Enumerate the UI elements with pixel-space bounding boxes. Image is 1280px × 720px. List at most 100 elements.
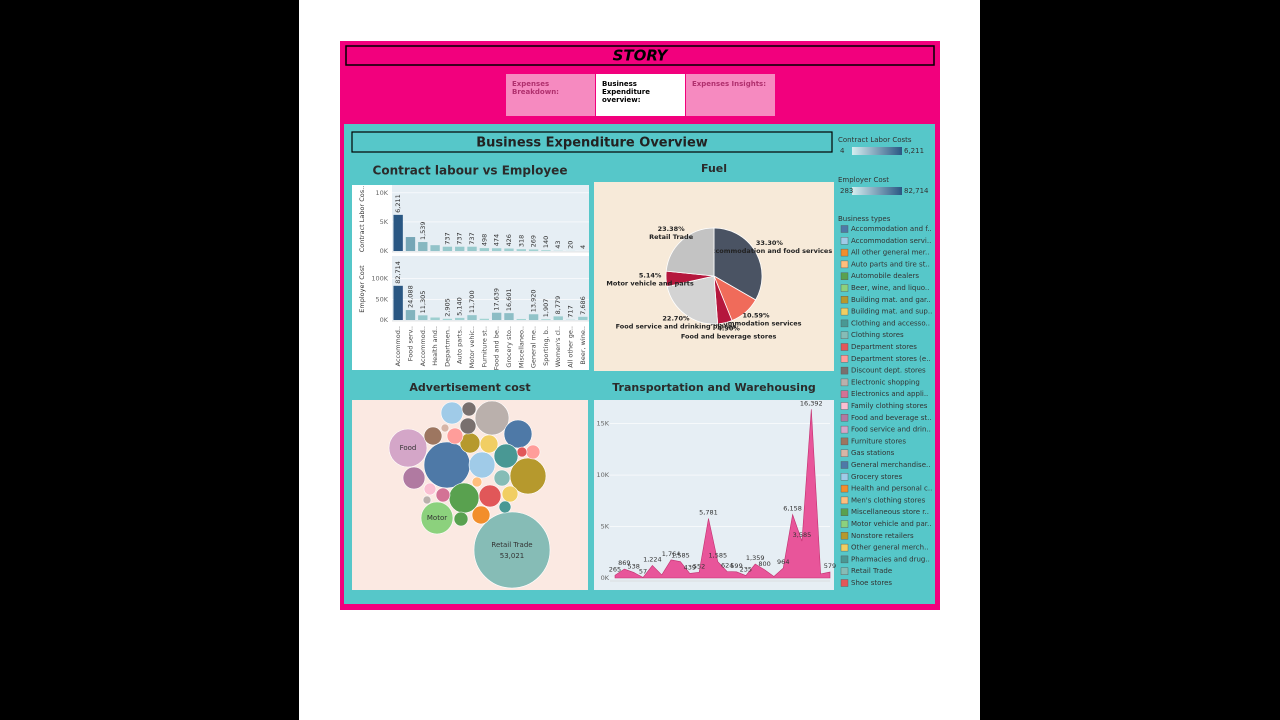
data-label: 24,088 <box>406 285 414 308</box>
y-tick-label: 0K <box>601 574 610 582</box>
legend-item: Beer, wine, and liquo.. <box>851 284 929 292</box>
bubble <box>388 428 428 468</box>
bar <box>528 249 539 251</box>
legend-swatch <box>840 260 849 269</box>
legend-swatch <box>840 355 849 363</box>
legend-max: 82,714 <box>904 187 929 195</box>
legend-title: Business types <box>838 215 891 223</box>
x-tick-label: Women's cl.. <box>554 326 562 367</box>
pie-label: Food service and drinking places <box>616 323 737 331</box>
data-label: 8,779 <box>554 296 562 315</box>
x-tick-label: Motor vehic.. <box>468 326 476 368</box>
legend-swatch <box>840 390 849 398</box>
legend-swatch <box>840 343 849 351</box>
legend-min: 283 <box>840 187 853 195</box>
data-label: 140 <box>542 236 550 248</box>
data-label: 1,359 <box>746 554 765 562</box>
legend-item: Nonstore retailers <box>851 532 914 540</box>
y-tick-label: 15K <box>596 420 609 428</box>
bar <box>393 285 403 320</box>
data-label: 16,392 <box>800 399 823 407</box>
bubble <box>493 443 519 469</box>
y-tick-label: 5K <box>380 218 389 226</box>
legend-swatch <box>840 496 849 505</box>
bar <box>491 248 502 251</box>
legend-swatch <box>840 555 849 564</box>
data-label: 474 <box>493 234 501 246</box>
bar <box>442 246 453 251</box>
pie-slice <box>713 227 763 301</box>
pie-percent: 4.90% <box>717 324 740 332</box>
legend-swatch <box>840 402 849 410</box>
legend-swatch <box>840 237 849 245</box>
bar <box>467 246 477 251</box>
pie-percent: 33.30% <box>756 239 784 247</box>
data-label: 11,305 <box>419 291 427 314</box>
legend-item: Food and beverage st.. <box>851 414 932 422</box>
bar <box>467 315 477 320</box>
story-tab-active[interactable]: Business Expenditure overview: <box>596 74 685 116</box>
legend-swatch <box>840 296 849 304</box>
data-label: 737 <box>456 232 464 244</box>
y-tick-label: 5K <box>601 523 610 531</box>
story-title: STORY <box>613 47 670 65</box>
legend-swatch <box>840 449 849 457</box>
data-label: 6,211 <box>394 194 402 213</box>
legend-item: Other general merch.. <box>851 544 929 552</box>
legend-item: Auto parts and tire st.. <box>851 260 930 268</box>
bar <box>504 313 514 320</box>
bubble <box>525 444 541 460</box>
pie-slice <box>666 275 719 325</box>
legend-item: Furniture stores <box>851 437 906 445</box>
legend-swatch <box>840 484 849 493</box>
data-label: 1,224 <box>643 555 662 563</box>
data-label: 624 <box>721 562 733 570</box>
data-label: 579 <box>824 562 836 570</box>
legend-item: Clothing stores <box>851 331 904 339</box>
chart-title: Advertisement cost <box>409 381 530 394</box>
bar <box>393 214 403 251</box>
x-tick-label: Departmen.. <box>443 326 451 367</box>
data-label: 737 <box>468 232 476 244</box>
data-label: 1,764 <box>662 550 681 558</box>
x-tick-label: Food and be.. <box>493 326 501 370</box>
area <box>614 409 831 579</box>
x-tick-label: Furniture st.. <box>480 326 488 367</box>
bar <box>455 317 465 320</box>
plot-bg <box>392 256 589 321</box>
story-tab[interactable]: Expenses Insights: <box>686 74 775 116</box>
story-tab[interactable]: Expenses Breakdown: <box>506 74 595 116</box>
legend-item: Clothing and accesso.. <box>851 319 930 327</box>
bar <box>541 319 551 320</box>
legend-swatch <box>840 331 849 339</box>
bar <box>504 248 514 251</box>
bubble <box>402 466 426 490</box>
x-tick-label: General me.. <box>530 326 538 368</box>
dashboard-title: Business Expenditure Overview <box>476 136 708 151</box>
legend-swatch <box>840 532 849 540</box>
data-label: 318 <box>517 235 525 247</box>
pie-label: Food and beverage stores <box>681 332 777 340</box>
data-label: 964 <box>777 558 789 566</box>
legend-item: Health and personal c.. <box>851 485 932 493</box>
bubble <box>478 484 502 508</box>
data-label: 2,905 <box>443 298 451 317</box>
y-tick-label: 10K <box>375 189 388 197</box>
legend-item: All other general mer.. <box>851 249 929 257</box>
legend-swatch <box>840 248 849 257</box>
bar <box>455 246 465 251</box>
x-tick-label: Auto parts.. <box>456 326 464 364</box>
bubble <box>459 417 477 435</box>
bar <box>528 314 539 320</box>
axis-title: Employer Cost <box>358 265 366 313</box>
bubble <box>498 500 512 514</box>
bar <box>541 250 551 251</box>
x-tick-label: Grocery sto.. <box>505 326 513 368</box>
bubble <box>461 401 477 417</box>
data-label: 235 <box>740 566 752 574</box>
bubble <box>516 446 528 458</box>
bar <box>479 318 490 320</box>
legend-item: Building mat. and sup.. <box>851 308 932 316</box>
